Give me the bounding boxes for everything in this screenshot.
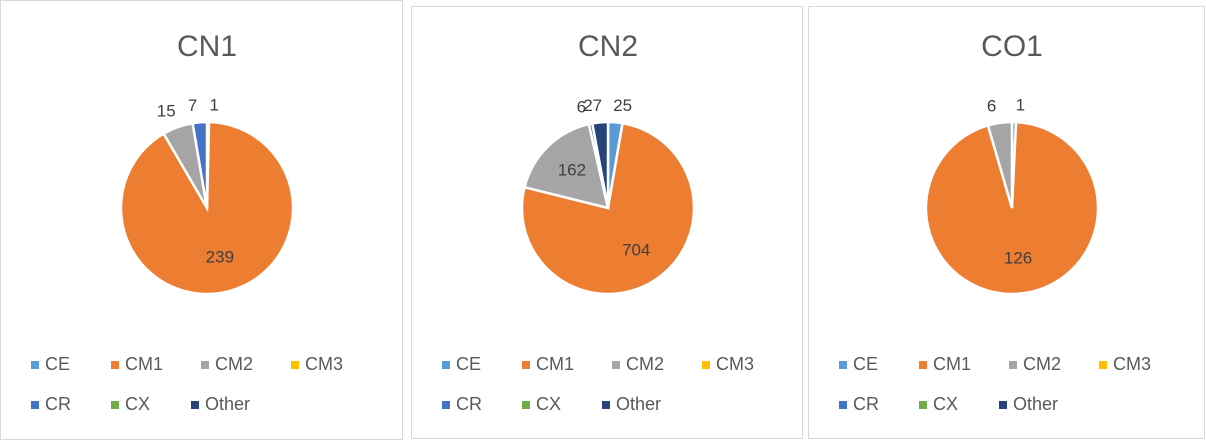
legend-marker [442,361,450,369]
legend-marker [702,361,710,369]
legend-marker [839,401,847,409]
pie-slice [191,120,209,209]
data-label: 162 [558,161,586,180]
legend-label: Other [616,394,661,414]
chart-title: CO1 [981,30,1043,63]
data-label: 1 [1016,96,1025,115]
legend-label: Other [1013,394,1058,414]
chart-title: CN1 [177,30,237,63]
legend-marker [31,361,39,369]
legend-label: CX [933,394,958,414]
legend-label: CM3 [716,354,754,374]
legend-marker [111,361,119,369]
data-label: 126 [1004,249,1032,268]
pie-slice [523,122,610,210]
legend-label: CE [853,354,878,374]
legend-label: CR [853,394,879,414]
data-label: 239 [206,247,234,266]
legend-label: CM3 [305,354,343,374]
legend-marker [522,401,530,409]
legend-marker [111,401,119,409]
legend-marker [602,401,610,409]
legend-marker [191,401,199,409]
legend-marker [999,401,1007,409]
legend-label: CM2 [215,354,253,374]
legend-label: CM2 [626,354,664,374]
legend-label: CX [536,394,561,414]
legend-label: CR [456,394,482,414]
legend-label: CM1 [125,354,163,374]
legend-label: CM2 [1023,354,1061,374]
legend-marker [442,401,450,409]
data-label: 704 [622,241,650,260]
legend-label: CM1 [536,354,574,374]
legend-marker [522,361,530,369]
legend-marker [31,401,39,409]
data-label: 1 [209,95,218,114]
data-label: 6 [577,98,586,117]
chart-title: CN2 [578,30,638,63]
pie-slice [986,120,1014,209]
legend-marker [919,401,927,409]
legend-label: CE [456,354,481,374]
legend-label: CX [125,394,150,414]
legend-label: CR [45,394,71,414]
data-label: 7 [188,96,197,115]
legend-marker [919,361,927,369]
legend-label: CM3 [1113,354,1151,374]
legend-label: CM1 [933,354,971,374]
data-label: 15 [157,102,176,121]
legend-label: CE [45,354,70,374]
data-label: 27 [583,96,602,115]
legend-marker [291,361,299,369]
legend-marker [839,361,847,369]
legend-marker [201,361,209,369]
data-label: 6 [987,97,996,116]
data-label: 25 [613,96,632,115]
pie-slice [590,120,610,209]
legend-marker [612,361,620,369]
legend-marker [1009,361,1017,369]
legend-marker [1099,361,1107,369]
legend-label: Other [205,394,250,414]
